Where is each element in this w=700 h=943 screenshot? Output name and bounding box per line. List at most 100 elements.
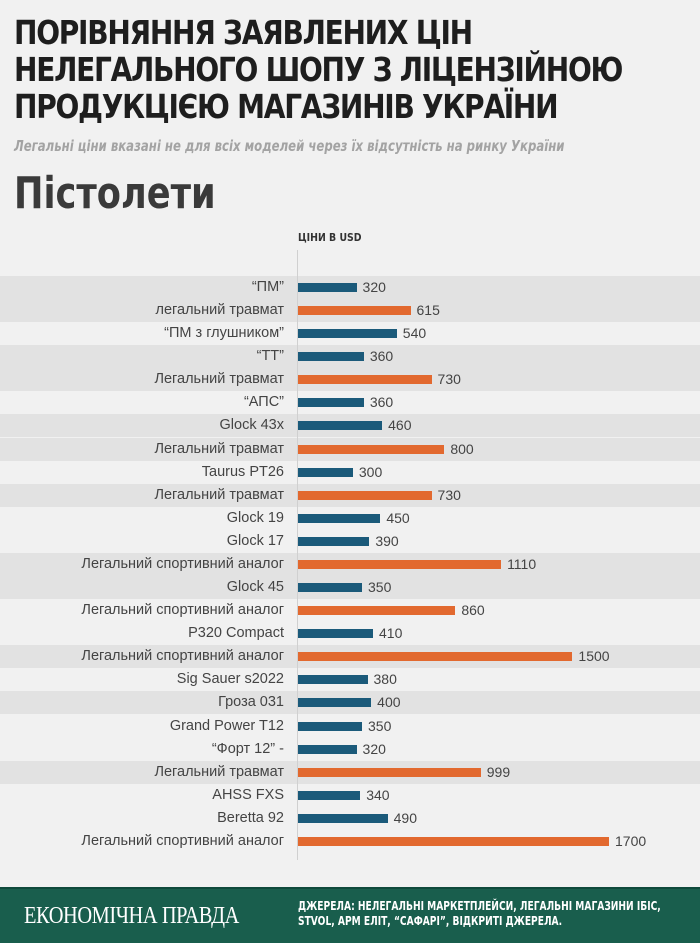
bar-row: Легальний травмат 730 — [0, 368, 700, 392]
legal-price-bar — [298, 767, 481, 777]
value-label: 540 — [402, 325, 427, 342]
legal-price-bar — [298, 306, 411, 316]
legal-price-bar — [298, 606, 456, 616]
category-label: P320 Compact — [188, 625, 284, 642]
bar-row: “ТТ” 360 — [0, 345, 700, 369]
value-label: 1500 — [578, 648, 610, 665]
value-label: 460 — [388, 417, 412, 434]
value-label: 350 — [368, 579, 392, 596]
legal-price-bar — [298, 490, 432, 500]
category-label: Glock 43x — [219, 417, 284, 434]
illegal-price-bar — [298, 467, 353, 477]
bar-row: Легальний травмат 730 — [0, 483, 700, 507]
category-label: Гроза 031 — [218, 694, 284, 711]
category-label: “АПС” — [243, 394, 284, 411]
value-label: 615 — [416, 302, 440, 319]
value-label: 390 — [375, 532, 399, 549]
page-title: Порівняння заявлених цін нелегального шо… — [14, 13, 623, 126]
bar-row: Grand Power T12 350 — [0, 715, 700, 738]
category-label: “ТТ” — [256, 348, 284, 365]
value-label: 300 — [358, 463, 383, 480]
illegal-price-bar — [298, 744, 357, 754]
legal-price-bar — [298, 836, 609, 846]
category-label: Легальний травмат — [154, 763, 284, 780]
bar-row: “АПС” 360 — [0, 391, 700, 414]
legal-price-bar — [298, 652, 573, 662]
category-label: AHSS FXS — [212, 786, 284, 803]
bar-row: Glock 45 350 — [0, 576, 700, 600]
bar-row: Легальний спортивний аналог 1110 — [0, 552, 700, 576]
bar-row: “ПМ з глушником” 540 — [0, 322, 700, 345]
value-label: 400 — [377, 694, 401, 711]
illegal-price-bar — [298, 398, 364, 408]
value-label: 999 — [486, 763, 511, 780]
value-label: 730 — [437, 486, 461, 503]
subtitle: Легальні ціни вказані не для всіх моделе… — [14, 137, 565, 155]
category-label: Taurus PT26 — [201, 463, 284, 480]
value-label: 1110 — [507, 555, 537, 572]
bar-row: AHSS FXS 340 — [0, 784, 700, 807]
illegal-price-bar — [298, 721, 363, 731]
bar-row: Beretta 92 490 — [0, 807, 700, 830]
bar-row: Гроза 031 400 — [0, 691, 700, 715]
logo: ЕКОНОМІЧНА ПРАВДА — [24, 903, 239, 929]
illegal-price-bar — [298, 513, 381, 523]
category-label: легальний травмат — [155, 302, 284, 319]
bar-row: “Форт 12” - 320 — [0, 738, 700, 761]
illegal-price-bar — [298, 675, 368, 685]
value-label: 450 — [386, 509, 410, 526]
value-label: 490 — [393, 809, 417, 826]
category-label: Легальний спортивний аналог — [81, 648, 284, 665]
illegal-price-bar — [298, 813, 388, 823]
category-label: “ПМ з глушником” — [164, 325, 284, 342]
illegal-price-bar — [298, 421, 383, 431]
bar-row: Sig Sauer s2022 380 — [0, 668, 700, 691]
bar-row: Легальний спортивний аналог 1700 — [0, 830, 700, 853]
header: Порівняння заявлених цін нелегального шо… — [14, 14, 694, 219]
category-label: Легальний травмат — [154, 486, 284, 503]
bar-row: Легальний травмат 800 — [0, 437, 700, 461]
value-label: 350 — [368, 717, 392, 734]
bar-chart: “ПМ” 320 легальний травмат 615 “ПМ з глушник… — [0, 276, 700, 856]
value-label: 800 — [450, 440, 474, 457]
legal-price-bar — [298, 375, 432, 385]
sources-text: ДЖЕРЕЛА: НЕЛЕГАЛЬНІ МАРКЕТПЛЕЙСИ, ЛЕГАЛЬ… — [298, 899, 661, 928]
illegal-price-bar — [298, 352, 364, 362]
category-label: Glock 17 — [226, 532, 284, 549]
category-label: Sig Sauer s2022 — [176, 671, 284, 688]
value-label: 320 — [362, 740, 386, 757]
category-label: Glock 45 — [226, 579, 284, 596]
bar-row: P320 Compact 410 — [0, 622, 700, 645]
value-label: 360 — [369, 348, 394, 365]
value-label: 410 — [379, 625, 403, 642]
bar-row: легальний травмат 615 — [0, 299, 700, 323]
category-label: Легальний травмат — [154, 440, 284, 457]
illegal-price-bar — [298, 790, 361, 800]
illegal-price-bar — [298, 283, 357, 292]
category-label: Легальний спортивний аналог — [81, 555, 284, 572]
category-label: Grand Power T12 — [169, 717, 284, 734]
value-label: 1700 — [615, 832, 647, 849]
value-label: 320 — [362, 279, 386, 295]
value-label: 340 — [366, 786, 390, 803]
category-label: Glock 19 — [226, 509, 284, 526]
category-label: Beretta 92 — [217, 809, 284, 826]
illegal-price-bar — [298, 629, 373, 639]
illegal-price-bar — [298, 536, 370, 546]
illegal-price-bar — [298, 329, 397, 339]
category-label: Легальний спортивний аналог — [81, 602, 284, 619]
bar-row: Taurus PT26 300 — [0, 461, 700, 484]
category-label: “Форт 12” - — [211, 740, 284, 757]
footer: ЕКОНОМІЧНА ПРАВДА ДЖЕРЕЛА: НЕЛЕГАЛЬНІ МА… — [0, 887, 700, 943]
category-label: Легальний спортивний аналог — [81, 832, 284, 849]
bar-row: Легальний спортивний аналог 860 — [0, 599, 700, 622]
legal-price-bar — [298, 559, 502, 569]
value-label: 730 — [437, 371, 461, 388]
category-label: “ПМ” — [251, 279, 284, 295]
bar-row: Glock 43x 460 — [0, 414, 700, 438]
bar-row: Легальний спортивний аналог 1500 — [0, 645, 700, 669]
value-label: 860 — [461, 602, 485, 619]
illegal-price-bar — [298, 583, 363, 593]
illegal-price-bar — [298, 698, 372, 708]
value-label: 380 — [373, 671, 397, 688]
